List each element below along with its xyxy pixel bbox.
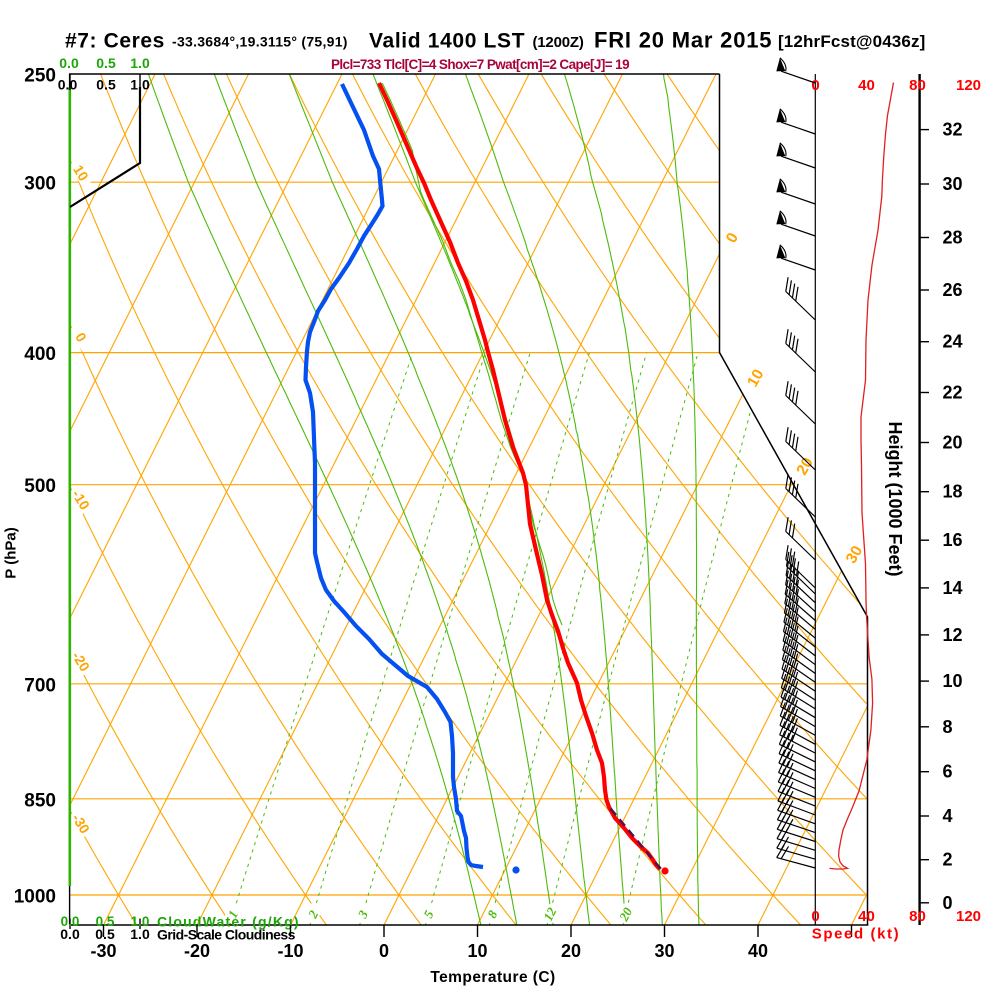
svg-text:1.0: 1.0 bbox=[130, 55, 150, 71]
svg-text:10: 10 bbox=[467, 941, 487, 961]
svg-text:22: 22 bbox=[943, 383, 963, 403]
svg-text:12: 12 bbox=[943, 625, 963, 645]
svg-text:0.5: 0.5 bbox=[96, 55, 116, 71]
svg-text:700: 700 bbox=[24, 675, 56, 696]
svg-text:16: 16 bbox=[943, 530, 963, 550]
svg-text:Grid-Scale Cloudiness: Grid-Scale Cloudiness bbox=[157, 927, 296, 943]
svg-text:10: 10 bbox=[943, 671, 963, 691]
svg-text:0.0: 0.0 bbox=[60, 926, 80, 942]
svg-text:10: 10 bbox=[70, 162, 92, 184]
svg-text:0.5: 0.5 bbox=[95, 926, 115, 942]
svg-text:250: 250 bbox=[24, 66, 56, 87]
svg-text:0: 0 bbox=[379, 941, 389, 961]
svg-text:10: 10 bbox=[744, 367, 767, 390]
svg-text:20: 20 bbox=[616, 905, 636, 925]
svg-text:FRI 20 Mar 2015: FRI 20 Mar 2015 bbox=[594, 28, 772, 53]
svg-text:24: 24 bbox=[943, 332, 963, 352]
svg-text:[12hrFcst@0436z]: [12hrFcst@0436z] bbox=[778, 32, 925, 51]
svg-text:1.0: 1.0 bbox=[130, 926, 150, 942]
svg-text:30: 30 bbox=[843, 543, 866, 566]
svg-text:0.5: 0.5 bbox=[96, 914, 115, 929]
svg-text:14: 14 bbox=[943, 578, 963, 598]
svg-text:-20: -20 bbox=[184, 941, 210, 961]
svg-text:1000: 1000 bbox=[14, 887, 56, 908]
svg-text:0: 0 bbox=[943, 893, 953, 913]
svg-text:Valid 1400 LST: Valid 1400 LST bbox=[369, 30, 525, 53]
svg-text:(1200Z): (1200Z) bbox=[533, 34, 584, 51]
svg-text:30: 30 bbox=[654, 941, 674, 961]
svg-text:1.0: 1.0 bbox=[130, 77, 150, 93]
svg-text:Temperature (C): Temperature (C) bbox=[430, 969, 555, 986]
svg-text:0.0: 0.0 bbox=[58, 77, 78, 93]
svg-text:28: 28 bbox=[943, 228, 963, 248]
svg-text:0: 0 bbox=[811, 77, 819, 94]
svg-text:80: 80 bbox=[909, 908, 926, 925]
svg-text:-33.3684°,19.3115° (75,91): -33.3684°,19.3115° (75,91) bbox=[172, 34, 348, 50]
svg-text:80: 80 bbox=[909, 77, 926, 94]
svg-text:20: 20 bbox=[794, 455, 817, 478]
svg-text:400: 400 bbox=[24, 344, 56, 365]
svg-text:26: 26 bbox=[943, 280, 963, 300]
svg-text:P (hPa): P (hPa) bbox=[3, 527, 20, 578]
svg-text:18: 18 bbox=[943, 482, 963, 502]
svg-text:120: 120 bbox=[956, 908, 981, 925]
svg-text:CloudWater (g/Kg): CloudWater (g/Kg) bbox=[157, 914, 300, 930]
svg-text:#7: Ceres: #7: Ceres bbox=[65, 30, 165, 53]
svg-text:-30: -30 bbox=[90, 941, 116, 961]
svg-text:20: 20 bbox=[561, 941, 581, 961]
svg-text:Speed (kt): Speed (kt) bbox=[812, 926, 901, 943]
svg-text:Height (1000 Feet): Height (1000 Feet) bbox=[885, 421, 905, 576]
svg-text:32: 32 bbox=[943, 120, 963, 140]
svg-text:20: 20 bbox=[943, 433, 963, 453]
svg-text:40: 40 bbox=[858, 908, 875, 925]
svg-text:4: 4 bbox=[943, 806, 953, 826]
svg-text:0.5: 0.5 bbox=[96, 77, 116, 93]
svg-text:6: 6 bbox=[943, 762, 953, 782]
svg-text:-10: -10 bbox=[277, 941, 303, 961]
svg-text:0.0: 0.0 bbox=[61, 914, 80, 929]
svg-text:300: 300 bbox=[24, 174, 56, 195]
svg-text:500: 500 bbox=[24, 476, 56, 497]
svg-text:850: 850 bbox=[24, 790, 56, 811]
svg-text:40: 40 bbox=[748, 941, 768, 961]
svg-text:40: 40 bbox=[858, 77, 875, 94]
svg-text:120: 120 bbox=[956, 77, 981, 94]
svg-text:8: 8 bbox=[943, 717, 953, 737]
svg-text:1.0: 1.0 bbox=[131, 914, 150, 929]
svg-text:0: 0 bbox=[811, 908, 819, 925]
svg-text:0.0: 0.0 bbox=[59, 55, 79, 71]
svg-text:30: 30 bbox=[943, 174, 963, 194]
svg-text:2: 2 bbox=[943, 850, 953, 870]
svg-text:Plcl=733 Tlcl[C]=4 Shox=7 Pwat: Plcl=733 Tlcl[C]=4 Shox=7 Pwat[cm]=2 Cap… bbox=[331, 57, 629, 72]
